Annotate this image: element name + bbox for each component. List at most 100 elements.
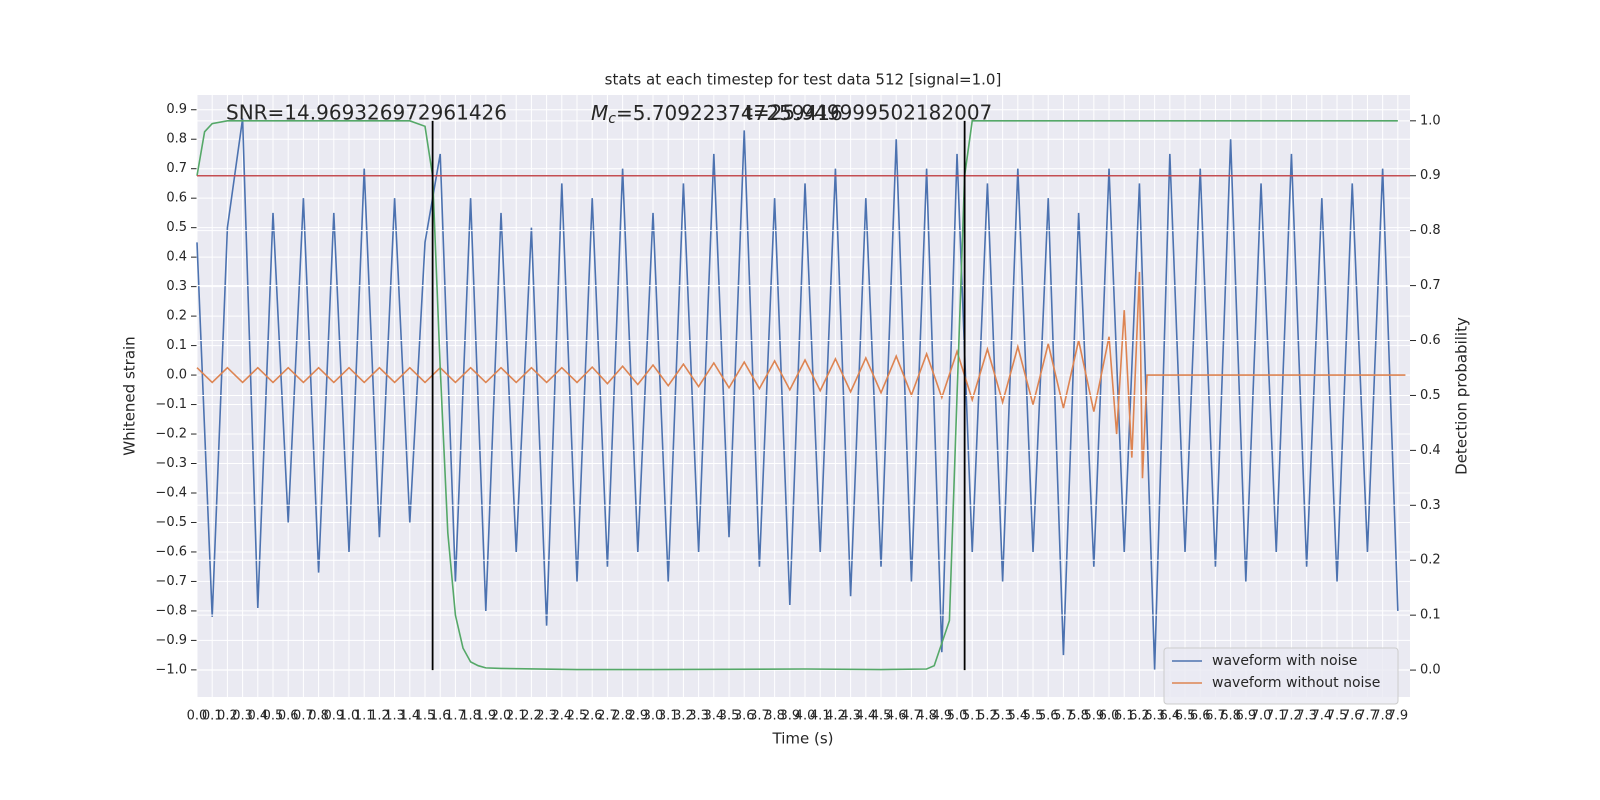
x-tick-label: 1.7	[445, 709, 466, 724]
x-tick-label: 4.7	[901, 709, 922, 724]
x-tick-label: 5.8	[1068, 709, 1089, 724]
legend-box	[1163, 647, 1399, 705]
x-tick-label: 6.5	[1175, 709, 1196, 724]
chart-title: stats at each timestep for test data 512…	[605, 71, 1002, 89]
x-tick-label: 6.1	[1114, 709, 1135, 724]
y-tick-label: 0.5	[166, 220, 187, 235]
legend-label: waveform with noise	[1212, 653, 1357, 669]
mc-value: =5.709223747259416	[616, 101, 843, 125]
x-tick-label: 0.1	[202, 709, 223, 724]
y2-tick-label: 0.6	[1420, 333, 1441, 348]
x-tick-label: 7.9	[1387, 709, 1408, 724]
x-tick-label: 7.8	[1372, 709, 1393, 724]
x-tick-label: 6.8	[1220, 709, 1241, 724]
x-tick-label: 2.6	[582, 709, 603, 724]
x-tick-label: 3.3	[688, 709, 709, 724]
x-tick-label: 1.0	[339, 709, 360, 724]
x-tick-label: 1.1	[354, 709, 375, 724]
x-tick-label: 3.4	[703, 709, 724, 724]
y-tick-label: −0.1	[155, 397, 187, 412]
x-tick-label: 1.6	[430, 709, 451, 724]
x-tick-label: 6.0	[1099, 709, 1120, 724]
y2-tick-label: 0.4	[1420, 443, 1441, 458]
x-tick-label: 1.8	[460, 709, 481, 724]
x-tick-label: 7.1	[1266, 709, 1287, 724]
y-tick-label: −0.5	[155, 515, 187, 530]
y-tick-label: −0.8	[155, 603, 187, 618]
mc-annotation: Mc=5.709223747259416	[591, 101, 843, 128]
y-tick-label: −0.9	[155, 633, 187, 648]
y2-tick-label: 0.3	[1420, 498, 1441, 513]
y-tick-label: 0.6	[166, 191, 187, 206]
y2-tick-label: 0.8	[1420, 223, 1441, 238]
x-tick-label: 3.7	[749, 709, 770, 724]
y-tick-label: −0.3	[155, 456, 187, 471]
x-tick-label: 4.4	[855, 709, 876, 724]
x-tick-label: 5.2	[977, 709, 998, 724]
y-tick-label: 0.8	[166, 132, 187, 147]
x-tick-label: 6.3	[1144, 709, 1165, 724]
y-tick-label: −0.4	[155, 485, 187, 500]
x-tick-label: 4.6	[886, 709, 907, 724]
y-tick-label: 0.2	[166, 309, 187, 324]
x-tick-label: 7.0	[1251, 709, 1272, 724]
x-tick-label: 2.1	[506, 709, 527, 724]
plot-background	[197, 95, 1410, 697]
x-tick-label: 6.7	[1205, 709, 1226, 724]
x-tick-label: 1.3	[384, 709, 405, 724]
x-tick-label: 0.2	[217, 709, 238, 724]
x-tick-label: 7.2	[1281, 709, 1302, 724]
x-tick-label: 5.5	[1023, 709, 1044, 724]
y-tick-label: 0.3	[166, 279, 187, 294]
x-tick-label: 5.0	[947, 709, 968, 724]
y-axis-label: Whitened strain	[121, 336, 139, 455]
y2-tick-label: 0.0	[1420, 663, 1441, 678]
x-tick-label: 0.6	[278, 709, 299, 724]
x-axis-label: Time (s)	[772, 730, 834, 748]
x-tick-label: 3.8	[764, 709, 785, 724]
t-annotation: t=25.949999502182007	[745, 101, 992, 125]
y2-tick-label: 0.1	[1420, 608, 1441, 623]
x-tick-label: 3.2	[673, 709, 694, 724]
x-tick-label: 2.4	[551, 709, 572, 724]
y-tick-label: 0.7	[166, 161, 187, 176]
snr-annotation: SNR=14.969326972961426	[226, 101, 507, 125]
x-tick-label: 3.5	[719, 709, 740, 724]
x-tick-label: 5.6	[1038, 709, 1059, 724]
y2-axis-label: Detection probability	[1453, 317, 1471, 475]
legend-label: waveform without noise	[1212, 675, 1380, 691]
x-tick-label: 0.3	[232, 709, 253, 724]
x-tick-label: 4.9	[931, 709, 952, 724]
x-tick-label: 7.7	[1357, 709, 1378, 724]
x-tick-label: 0.8	[308, 709, 329, 724]
x-tick-label: 4.0	[795, 709, 816, 724]
x-tick-label: 5.4	[1007, 709, 1028, 724]
x-tick-label: 6.2	[1129, 709, 1150, 724]
x-tick-label: 7.5	[1327, 709, 1348, 724]
x-tick-label: 0.4	[247, 709, 268, 724]
y-tick-label: 0.1	[166, 338, 187, 353]
x-tick-label: 5.9	[1083, 709, 1104, 724]
series-line	[196, 120, 1398, 671]
y2-tick-label: 0.5	[1420, 388, 1441, 403]
x-tick-label: 0.5	[263, 709, 284, 724]
y-tick-label: −1.0	[155, 662, 187, 677]
x-tick-label: 7.6	[1342, 709, 1363, 724]
y-tick-label: 0.0	[166, 368, 187, 383]
y2-tick-label: 0.2	[1420, 553, 1441, 568]
x-tick-label: 2.7	[597, 709, 618, 724]
x-tick-label: 4.5	[871, 709, 892, 724]
x-tick-label: 2.2	[521, 709, 542, 724]
x-tick-label: 2.8	[612, 709, 633, 724]
x-tick-label: 4.1	[810, 709, 831, 724]
x-tick-label: 0.9	[323, 709, 344, 724]
x-tick-label: 4.8	[916, 709, 937, 724]
x-tick-label: 1.5	[415, 709, 436, 724]
y-tick-label: −0.6	[155, 544, 187, 559]
x-tick-label: 5.1	[962, 709, 983, 724]
x-tick-label: 5.3	[992, 709, 1013, 724]
y-tick-label: −0.7	[155, 574, 187, 589]
x-tick-label: 2.0	[491, 709, 512, 724]
x-tick-label: 4.3	[840, 709, 861, 724]
